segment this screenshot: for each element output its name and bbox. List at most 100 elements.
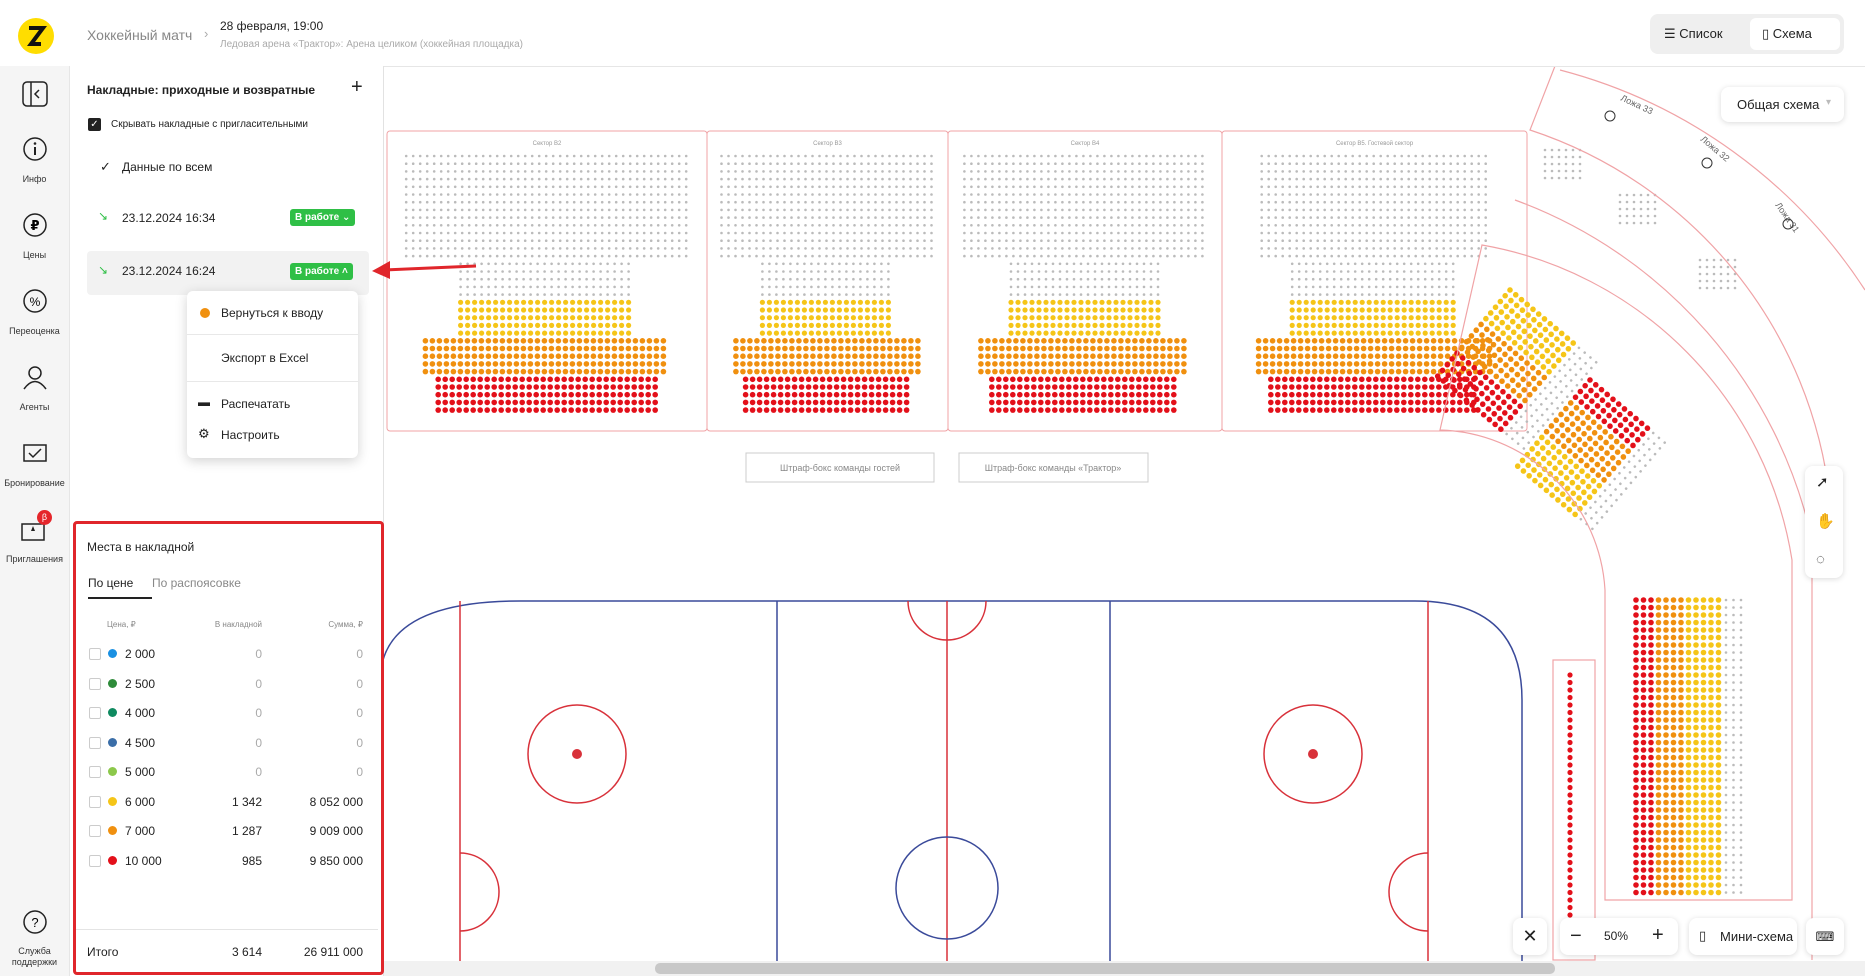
seat	[513, 345, 520, 352]
seat	[1040, 231, 1043, 235]
seat	[1043, 322, 1049, 328]
seat	[1449, 177, 1452, 181]
seat	[1593, 451, 1600, 457]
seat	[741, 170, 744, 173]
seat	[565, 224, 569, 227]
seat	[1700, 777, 1707, 783]
seat	[572, 185, 576, 189]
seat	[860, 216, 863, 219]
seat	[1653, 452, 1657, 456]
seat	[1428, 247, 1431, 250]
seat	[1281, 193, 1284, 196]
seat	[853, 239, 856, 242]
seat	[1089, 208, 1092, 212]
seat	[1110, 224, 1113, 227]
seat	[1086, 262, 1090, 266]
seat	[761, 368, 767, 375]
seat	[1180, 216, 1183, 219]
seat	[677, 216, 681, 219]
seat	[649, 247, 653, 250]
seat	[473, 285, 476, 289]
seat	[1732, 726, 1735, 729]
seat	[838, 345, 844, 352]
seat	[1497, 298, 1504, 305]
seat	[512, 407, 518, 413]
seat	[1640, 784, 1647, 791]
seat	[1402, 345, 1409, 352]
seat	[1388, 338, 1395, 344]
seat	[985, 345, 991, 352]
seat	[477, 399, 484, 406]
seat	[1373, 315, 1379, 321]
seat	[923, 170, 926, 173]
seat	[535, 322, 541, 328]
seat-map[interactable]: Сектор B2 Сектор B3 Сектор B4 Сектор B5. Го…	[383, 66, 1865, 976]
seat	[1120, 315, 1126, 321]
seat	[843, 322, 850, 328]
seat	[1288, 224, 1291, 227]
seat	[867, 200, 870, 204]
seat	[896, 407, 903, 413]
seat	[839, 193, 842, 196]
seat	[642, 193, 646, 196]
seat	[889, 391, 896, 398]
seat	[1080, 376, 1086, 383]
seat	[1459, 355, 1466, 361]
seat	[1110, 193, 1113, 196]
seat	[1655, 739, 1662, 746]
seat	[1138, 208, 1141, 212]
seat	[1539, 445, 1546, 451]
seat	[1388, 345, 1395, 352]
seat	[859, 338, 865, 344]
seat	[512, 399, 518, 406]
seat	[1289, 322, 1295, 328]
seat	[1423, 345, 1430, 352]
seat	[463, 376, 470, 383]
seat	[1388, 262, 1392, 266]
seat	[1685, 597, 1692, 603]
seat	[1380, 315, 1386, 321]
seat	[1640, 604, 1647, 611]
seat	[769, 224, 772, 227]
seat	[1591, 527, 1594, 531]
seat	[733, 361, 739, 367]
seat	[1099, 315, 1105, 321]
seat	[776, 239, 779, 242]
seat	[411, 200, 415, 204]
seat	[488, 247, 492, 250]
seat	[1100, 285, 1104, 289]
seat	[1366, 407, 1372, 413]
seat	[895, 254, 898, 258]
seat	[1724, 786, 1728, 789]
seat	[1324, 376, 1330, 383]
seat	[902, 254, 905, 258]
seat	[479, 330, 485, 336]
seat	[533, 391, 539, 398]
seat	[1400, 162, 1403, 165]
seat	[1113, 299, 1119, 305]
seat	[1531, 317, 1537, 323]
seat	[1402, 293, 1406, 296]
seat	[1670, 739, 1677, 746]
seat	[846, 162, 849, 165]
seat	[530, 254, 534, 258]
seat	[1078, 322, 1084, 328]
seat	[1517, 344, 1524, 351]
seat	[628, 254, 632, 258]
seat	[1260, 231, 1263, 235]
seat	[1274, 231, 1277, 235]
seat	[1075, 193, 1078, 196]
seat	[425, 162, 429, 165]
seat	[449, 391, 456, 398]
seat	[1317, 315, 1323, 321]
seat	[768, 338, 774, 344]
seat	[1386, 170, 1389, 173]
seat	[621, 200, 625, 204]
seat	[551, 185, 555, 189]
seat	[810, 345, 816, 352]
seat	[1073, 384, 1079, 390]
seat	[1435, 193, 1438, 196]
seat	[777, 376, 784, 383]
seat	[825, 224, 828, 227]
seat	[1516, 442, 1520, 445]
